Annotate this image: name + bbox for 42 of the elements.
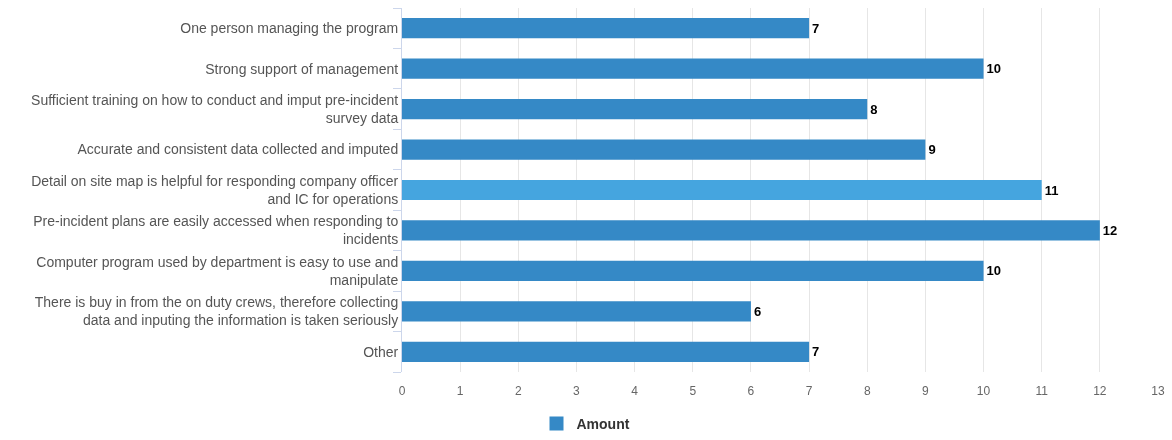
y-tick-label: Accurate and consistent data collected and imputed [77, 141, 399, 158]
x-tick-label: 9 [922, 384, 930, 398]
bar [402, 260, 984, 281]
y-tick-label: Computer program used by department is easy to use and manipulate [36, 253, 399, 288]
data-label: 7 [812, 344, 820, 360]
y-tick-label: Pre-incident plans are easily accessed when responding to incidents [33, 213, 399, 248]
y-tick-label: One person managing the program [180, 20, 399, 37]
x-tick-label: 3 [573, 384, 581, 398]
data-label: 10 [986, 61, 1002, 77]
data-label: 9 [928, 142, 936, 158]
bar [402, 341, 810, 362]
x-tick-label: 8 [863, 384, 871, 398]
x-tick-label: 1 [456, 384, 464, 398]
data-label: 7 [812, 20, 820, 36]
x-tick-label: 5 [689, 384, 697, 398]
data-label: 10 [986, 263, 1002, 279]
x-tick-label: 12 [1093, 384, 1107, 398]
bar [402, 179, 1042, 201]
x-tick-label: 11 [1035, 384, 1049, 398]
data-label: 12 [1102, 222, 1118, 238]
x-tick-label: 2 [514, 384, 522, 398]
x-tick-label: 6 [747, 384, 755, 398]
data-label: 8 [870, 101, 878, 117]
bar [402, 99, 868, 120]
bar [402, 220, 1100, 241]
y-tick-label: Other [363, 343, 399, 360]
x-tick-label: 7 [805, 384, 813, 398]
data-label: 6 [753, 303, 762, 319]
legend-label: Amount [576, 416, 630, 433]
y-tick-label: Strong support of management [205, 60, 399, 77]
y-tick-label: Detail on site map is helpful for responding company officer and IC for operations [31, 172, 399, 207]
y-tick-label: There is buy in from the on duty crews, therefore collecting data and inputing the information is taken seriously [34, 294, 399, 329]
bar [402, 58, 984, 79]
y-tick-label: Sufficient training on how to conduct and imput pre-incident survey data [31, 91, 399, 127]
data-label: 11 [1044, 182, 1059, 198]
x-tick-label: 4 [631, 384, 639, 398]
x-tick-label: 10 [976, 384, 991, 398]
x-tick-label: 13 [1151, 384, 1165, 398]
bar [402, 301, 751, 322]
x-tick-label: 0 [398, 384, 406, 398]
bar [402, 18, 810, 39]
bar [402, 139, 926, 160]
